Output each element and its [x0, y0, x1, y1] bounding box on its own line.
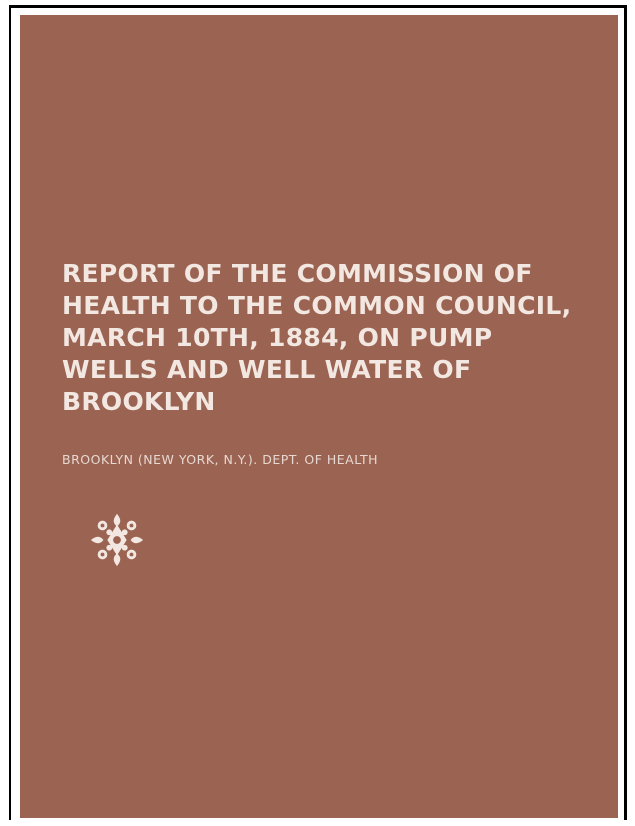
- cover-frame-border: [9, 5, 627, 820]
- book-author: BROOKLYN (NEW YORK, N.Y.). DEPT. OF HEAL…: [62, 452, 378, 467]
- publisher-ornament-icon: [90, 513, 144, 567]
- book-title: REPORT OF THE COMMISSION OF HEALTH TO TH…: [62, 259, 572, 416]
- book-cover: [20, 15, 618, 818]
